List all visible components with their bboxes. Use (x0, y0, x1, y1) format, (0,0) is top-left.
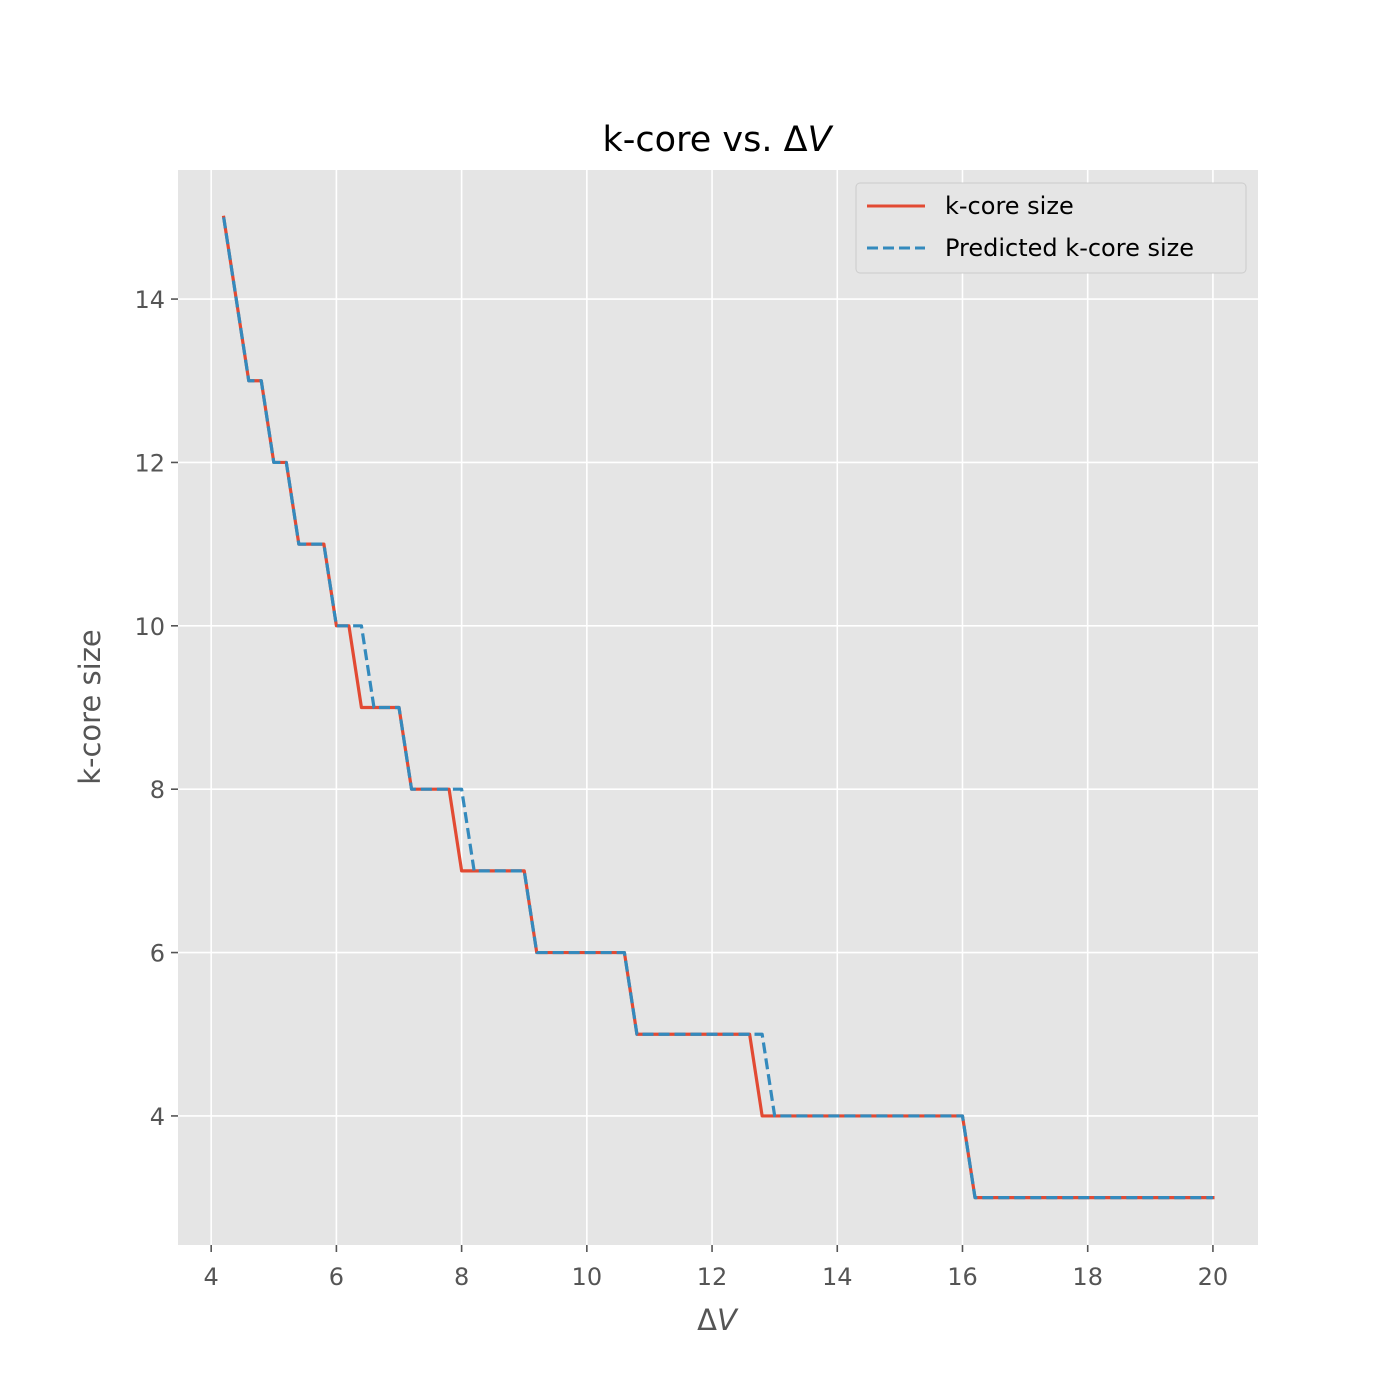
x-axis: 4 6 8 10 12 14 16 18 20 (204, 1245, 1229, 1291)
x-tick-label: 4 (204, 1263, 219, 1291)
x-tick-label: 8 (454, 1263, 469, 1291)
y-tick-label: 8 (150, 776, 165, 804)
plot-area (178, 170, 1258, 1245)
y-tick-label: 6 (150, 940, 165, 968)
x-tick-label: 18 (1072, 1263, 1103, 1291)
y-tick-label: 12 (134, 449, 165, 477)
x-tick-label: 12 (697, 1263, 728, 1291)
y-axis-label: k-core size (73, 629, 107, 785)
y-axis: 4 6 8 10 12 14 (134, 286, 178, 1131)
x-tick-label: 10 (572, 1263, 603, 1291)
legend: k-core size Predicted k-core size (855, 182, 1247, 274)
y-tick-label: 10 (134, 613, 165, 641)
chart-title: k-core vs. ΔV (603, 120, 834, 160)
series-layer (221, 215, 1215, 1200)
legend-label-k-core-size: k-core size (945, 192, 1074, 220)
x-tick-label: 20 (1198, 1263, 1229, 1291)
y-tick-label: 4 (150, 1103, 165, 1131)
grid (178, 170, 1258, 1245)
x-axis-label: ΔV (697, 1303, 739, 1337)
x-tick-label: 14 (822, 1263, 853, 1291)
series-line-predicted-k-core-size (222, 217, 1213, 1200)
legend-box (855, 182, 1247, 274)
y-tick-label: 14 (134, 286, 165, 314)
x-tick-label: 16 (947, 1263, 978, 1291)
legend-label-predicted-k-core-size: Predicted k-core size (945, 234, 1194, 262)
x-tick-label: 6 (329, 1263, 344, 1291)
